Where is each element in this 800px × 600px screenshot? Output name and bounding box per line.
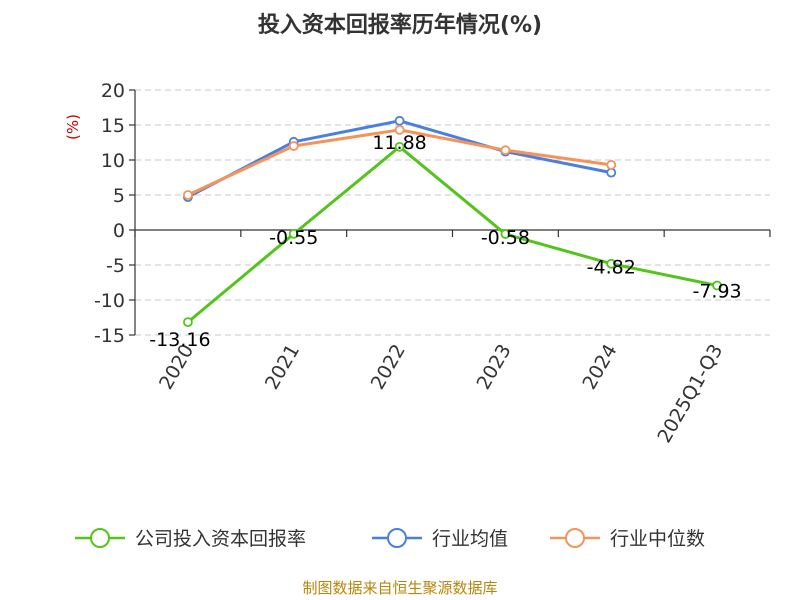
data-point [288,141,299,151]
data-point [606,167,617,178]
data-point [606,159,617,170]
legend: 公司投入资本回报率 行业均值 行业中位数 [75,528,705,550]
y-axis-label: (%) [64,114,82,140]
data-point [500,145,511,156]
legend-marker [387,528,407,548]
data-point [394,115,405,126]
data-point [183,317,193,328]
data-point [712,280,722,291]
data-label: -4.82 [587,257,636,279]
data-label: 11.88 [372,132,426,154]
legend-label: 公司投入资本回报率 [135,528,306,550]
series-line [186,145,718,324]
source-footer: 制图数据来自恒生聚源数据库 [302,579,497,597]
data-point [500,229,511,239]
legend-label: 行业中位数 [610,528,705,550]
y-tick-label: -5 [106,255,125,277]
data-label: -0.58 [481,227,530,249]
y-tick-label: 10 [101,150,125,172]
y-tick-label: -10 [94,290,125,312]
data-point [183,190,193,200]
data-point [394,141,405,152]
data-label: -7.93 [692,281,741,303]
legend-marker [90,528,110,548]
y-tick-label: 15 [101,115,125,137]
y-tick-label: 0 [113,220,125,242]
data-label: -13.16 [149,329,210,351]
data-point [394,124,405,135]
legend-item: 行业中位数 [550,528,705,550]
x-tick-label: 2022 [367,341,410,394]
x-tick-label: 2024 [578,341,621,394]
legend-marker [565,528,585,548]
x-tick-label: 2021 [261,341,304,394]
data-labels: -13.16 -0.55 11.88 -0.58 -4.82 -7.93 [149,132,741,351]
x-tick-label: 2025Q1-Q3 [653,341,727,447]
chart-title: 投入资本回报率历年情况(%) [258,12,542,38]
data-point [606,258,617,269]
series-0 [183,141,722,328]
series [183,115,722,328]
legend-label: 行业均值 [432,528,508,550]
y-tick-label: 20 [101,80,125,102]
legend-item: 行业均值 [372,528,508,550]
data-label: -0.55 [269,227,318,249]
x-tick-label: 2023 [473,340,516,393]
data-point [288,228,299,239]
series-2 [183,124,617,200]
y-tick-label: 5 [113,185,125,207]
legend-item: 公司投入资本回报率 [75,528,306,550]
grid [135,89,770,336]
y-tick-label: -15 [94,325,125,347]
